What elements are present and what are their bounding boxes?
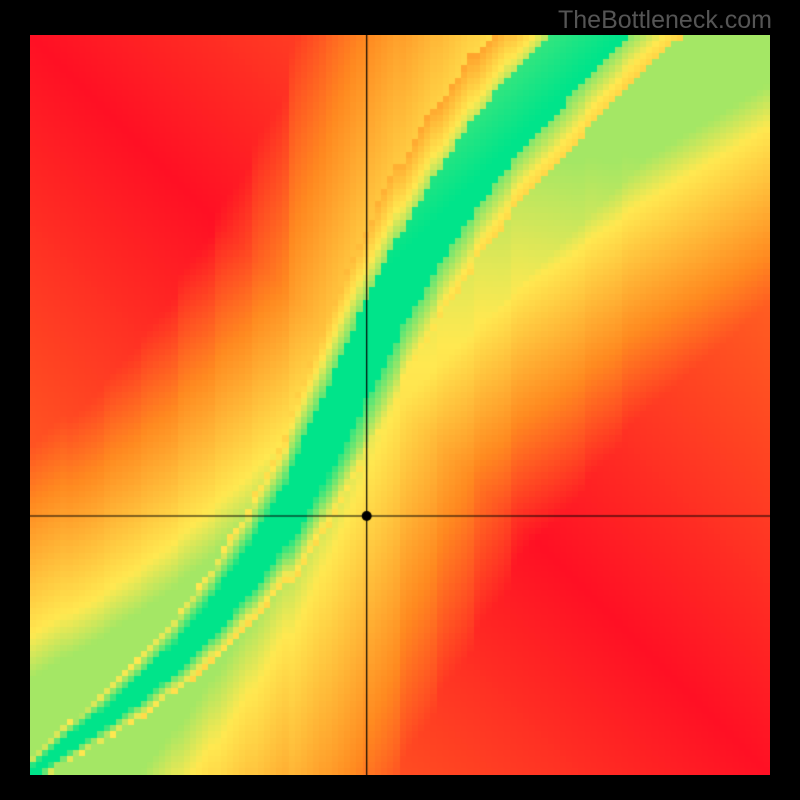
watermark-text: TheBottleneck.com [558,6,772,35]
chart-container: TheBottleneck.com [0,0,800,800]
bottleneck-heatmap [30,35,770,775]
